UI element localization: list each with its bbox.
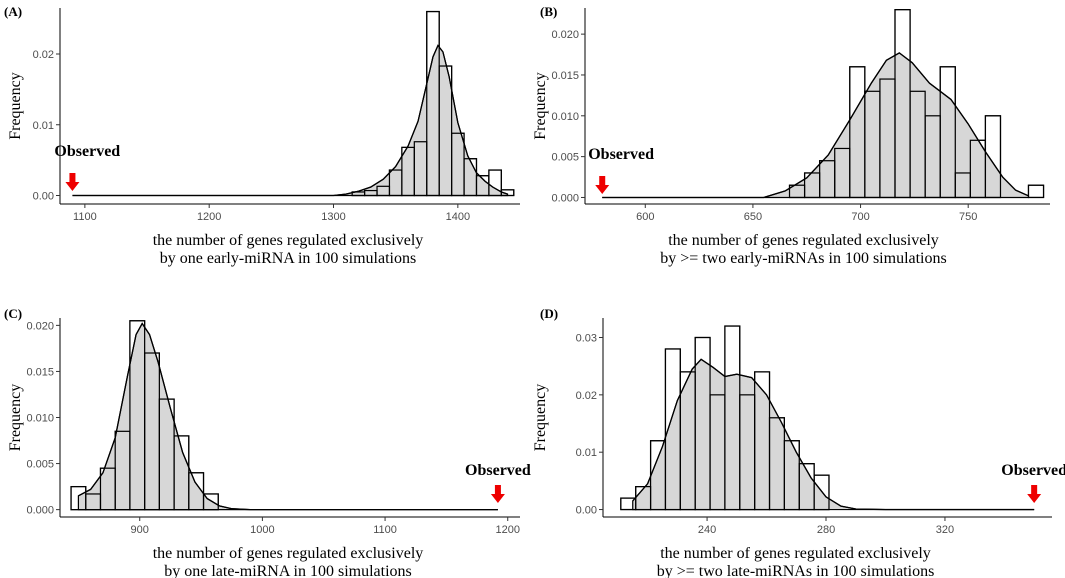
panel-b-density-line <box>602 52 1029 199</box>
panel-a-y-tick-label: 0.00 <box>33 191 54 203</box>
panel-a-y-tick-label: 0.02 <box>33 49 54 61</box>
panel-b-density-area <box>602 52 1030 199</box>
panel-a-x-title-line1: the number of genes regulated exclusivel… <box>153 232 424 249</box>
panel-b-x-tick-label: 600 <box>636 211 654 223</box>
panel-c-observed-arrow <box>490 485 505 503</box>
panel-c-bar-outline <box>202 493 219 511</box>
panel-d-y-tick-label: 0.01 <box>576 447 597 459</box>
panel-c-y-title: Frequency <box>7 384 24 452</box>
panel-d-x-tick-label: 280 <box>817 524 835 536</box>
panel-d-density-area <box>632 358 1035 511</box>
panel-a-x-tick-label: 1200 <box>197 211 221 223</box>
panel-d-label: (D) <box>540 306 558 321</box>
panel-d-x-tick-label: 320 <box>936 524 954 536</box>
panel-b-y-tick-label: 0.020 <box>551 29 579 41</box>
panel-b-x-tick-label: 650 <box>744 211 762 223</box>
panel-d-observed-label: Observed <box>1001 462 1065 479</box>
panel-c-y-tick-label: 0.020 <box>26 320 54 332</box>
panel-b-bar-outline <box>939 66 956 199</box>
panel-d-y-title: Frequency <box>532 384 549 452</box>
panel-d-density-line <box>632 358 1035 511</box>
panel-a-y-title: Frequency <box>7 72 24 140</box>
panel-c-x-title-line1: the number of genes regulated exclusivel… <box>153 545 424 562</box>
panel-a-density-area <box>72 44 509 197</box>
panel-a-label: (A) <box>4 4 22 19</box>
panel-a-x-tick-label: 1100 <box>73 211 97 223</box>
panel-b-y-title: Frequency <box>532 72 549 140</box>
panel-a-x-title-line2: by one early-miRNA in 100 simulations <box>160 250 416 267</box>
panel-a-density-line <box>72 44 508 197</box>
panel-b-x-title-line1: the number of genes regulated exclusivel… <box>668 232 939 249</box>
panel-b-y-tick-label: 0.010 <box>551 111 579 123</box>
panel-d-bar-outline <box>813 474 830 511</box>
panel-c-bar-outline <box>188 472 205 511</box>
panel-c-y-tick-label: 0.005 <box>26 459 54 471</box>
panel-b-x-tick-label: 750 <box>959 211 977 223</box>
panel-b-bar-outline <box>1027 184 1045 199</box>
panel-b-bar <box>1027 184 1045 199</box>
panel-c-observed-label: Observed <box>465 462 531 479</box>
panel-a: (A) 0.00 0.01 0.02 1100 1200 1300 1400 Frequency… <box>4 4 520 267</box>
panel-b-observed-label: Observed <box>588 146 654 163</box>
panel-c-y-tick-label: 0.015 <box>26 366 54 378</box>
panel-a-bar-outline <box>438 65 453 197</box>
panel-a-x-tick-label: 1400 <box>446 211 470 223</box>
panel-a-x-tick-label: 1300 <box>321 211 345 223</box>
panel-a-y-tick-label: 0.01 <box>33 120 54 132</box>
panel-d-x-title-line1: the number of genes regulated exclusivel… <box>660 545 931 562</box>
panel-a-bar-outline <box>500 189 515 197</box>
panel-c-x-tick-label: 1000 <box>250 524 274 536</box>
panel-d-observed-arrow <box>1027 485 1042 503</box>
panel-c-x-tick-label: 1100 <box>373 524 397 536</box>
panel-b-bar-outline <box>984 115 1002 199</box>
panel-b-x-title-line2: by >= two early-miRNAs in 100 simulation… <box>660 250 946 267</box>
panel-c-density-line <box>78 322 498 511</box>
panel-c-x-tick-label: 900 <box>131 524 149 536</box>
panel-a-observed-label: Observed <box>54 143 120 160</box>
panel-c-density-area <box>77 322 498 511</box>
panel-b-label: (B) <box>540 4 557 19</box>
panel-c-label: (C) <box>4 306 22 321</box>
panel-d-x-tick-label: 240 <box>698 524 716 536</box>
panel-d: (D) 0.00 0.01 0.02 0.03 240 280 320 Frequency the… <box>532 306 1065 578</box>
panel-b-y-tick-label: 0.015 <box>551 70 579 82</box>
panel-b-y-tick-label: 0.005 <box>551 152 579 164</box>
panel-d-y-tick-label: 0.03 <box>576 332 597 344</box>
panel-b-observed-arrow <box>595 176 610 194</box>
panel-c-x-title-line2: by one late-miRNA in 100 simulations <box>164 563 412 578</box>
panel-d-y-tick-label: 0.02 <box>576 390 597 402</box>
panel-b-x-tick-label: 700 <box>851 211 869 223</box>
panel-a-bar-outline <box>488 169 502 197</box>
panel-d-x-title-line2: by >= two late-miRNAs in 100 simulations <box>657 563 935 578</box>
panel-d-y-tick-label: 0.00 <box>576 505 597 517</box>
panel-c: (C) 0.000 0.005 0.010 0.015 0.020 900 1000 1100 1… <box>4 306 531 578</box>
panel-b: (B) 0.000 0.005 0.010 0.015 0.020 600 650 700 750… <box>532 4 1050 267</box>
panel-c-y-tick-label: 0.010 <box>26 413 54 425</box>
panel-c-x-tick-label: 1200 <box>495 524 519 536</box>
panel-c-y-tick-label: 0.000 <box>26 505 54 517</box>
panel-b-y-tick-label: 0.000 <box>551 192 579 204</box>
panel-a-observed-arrow <box>65 173 80 191</box>
